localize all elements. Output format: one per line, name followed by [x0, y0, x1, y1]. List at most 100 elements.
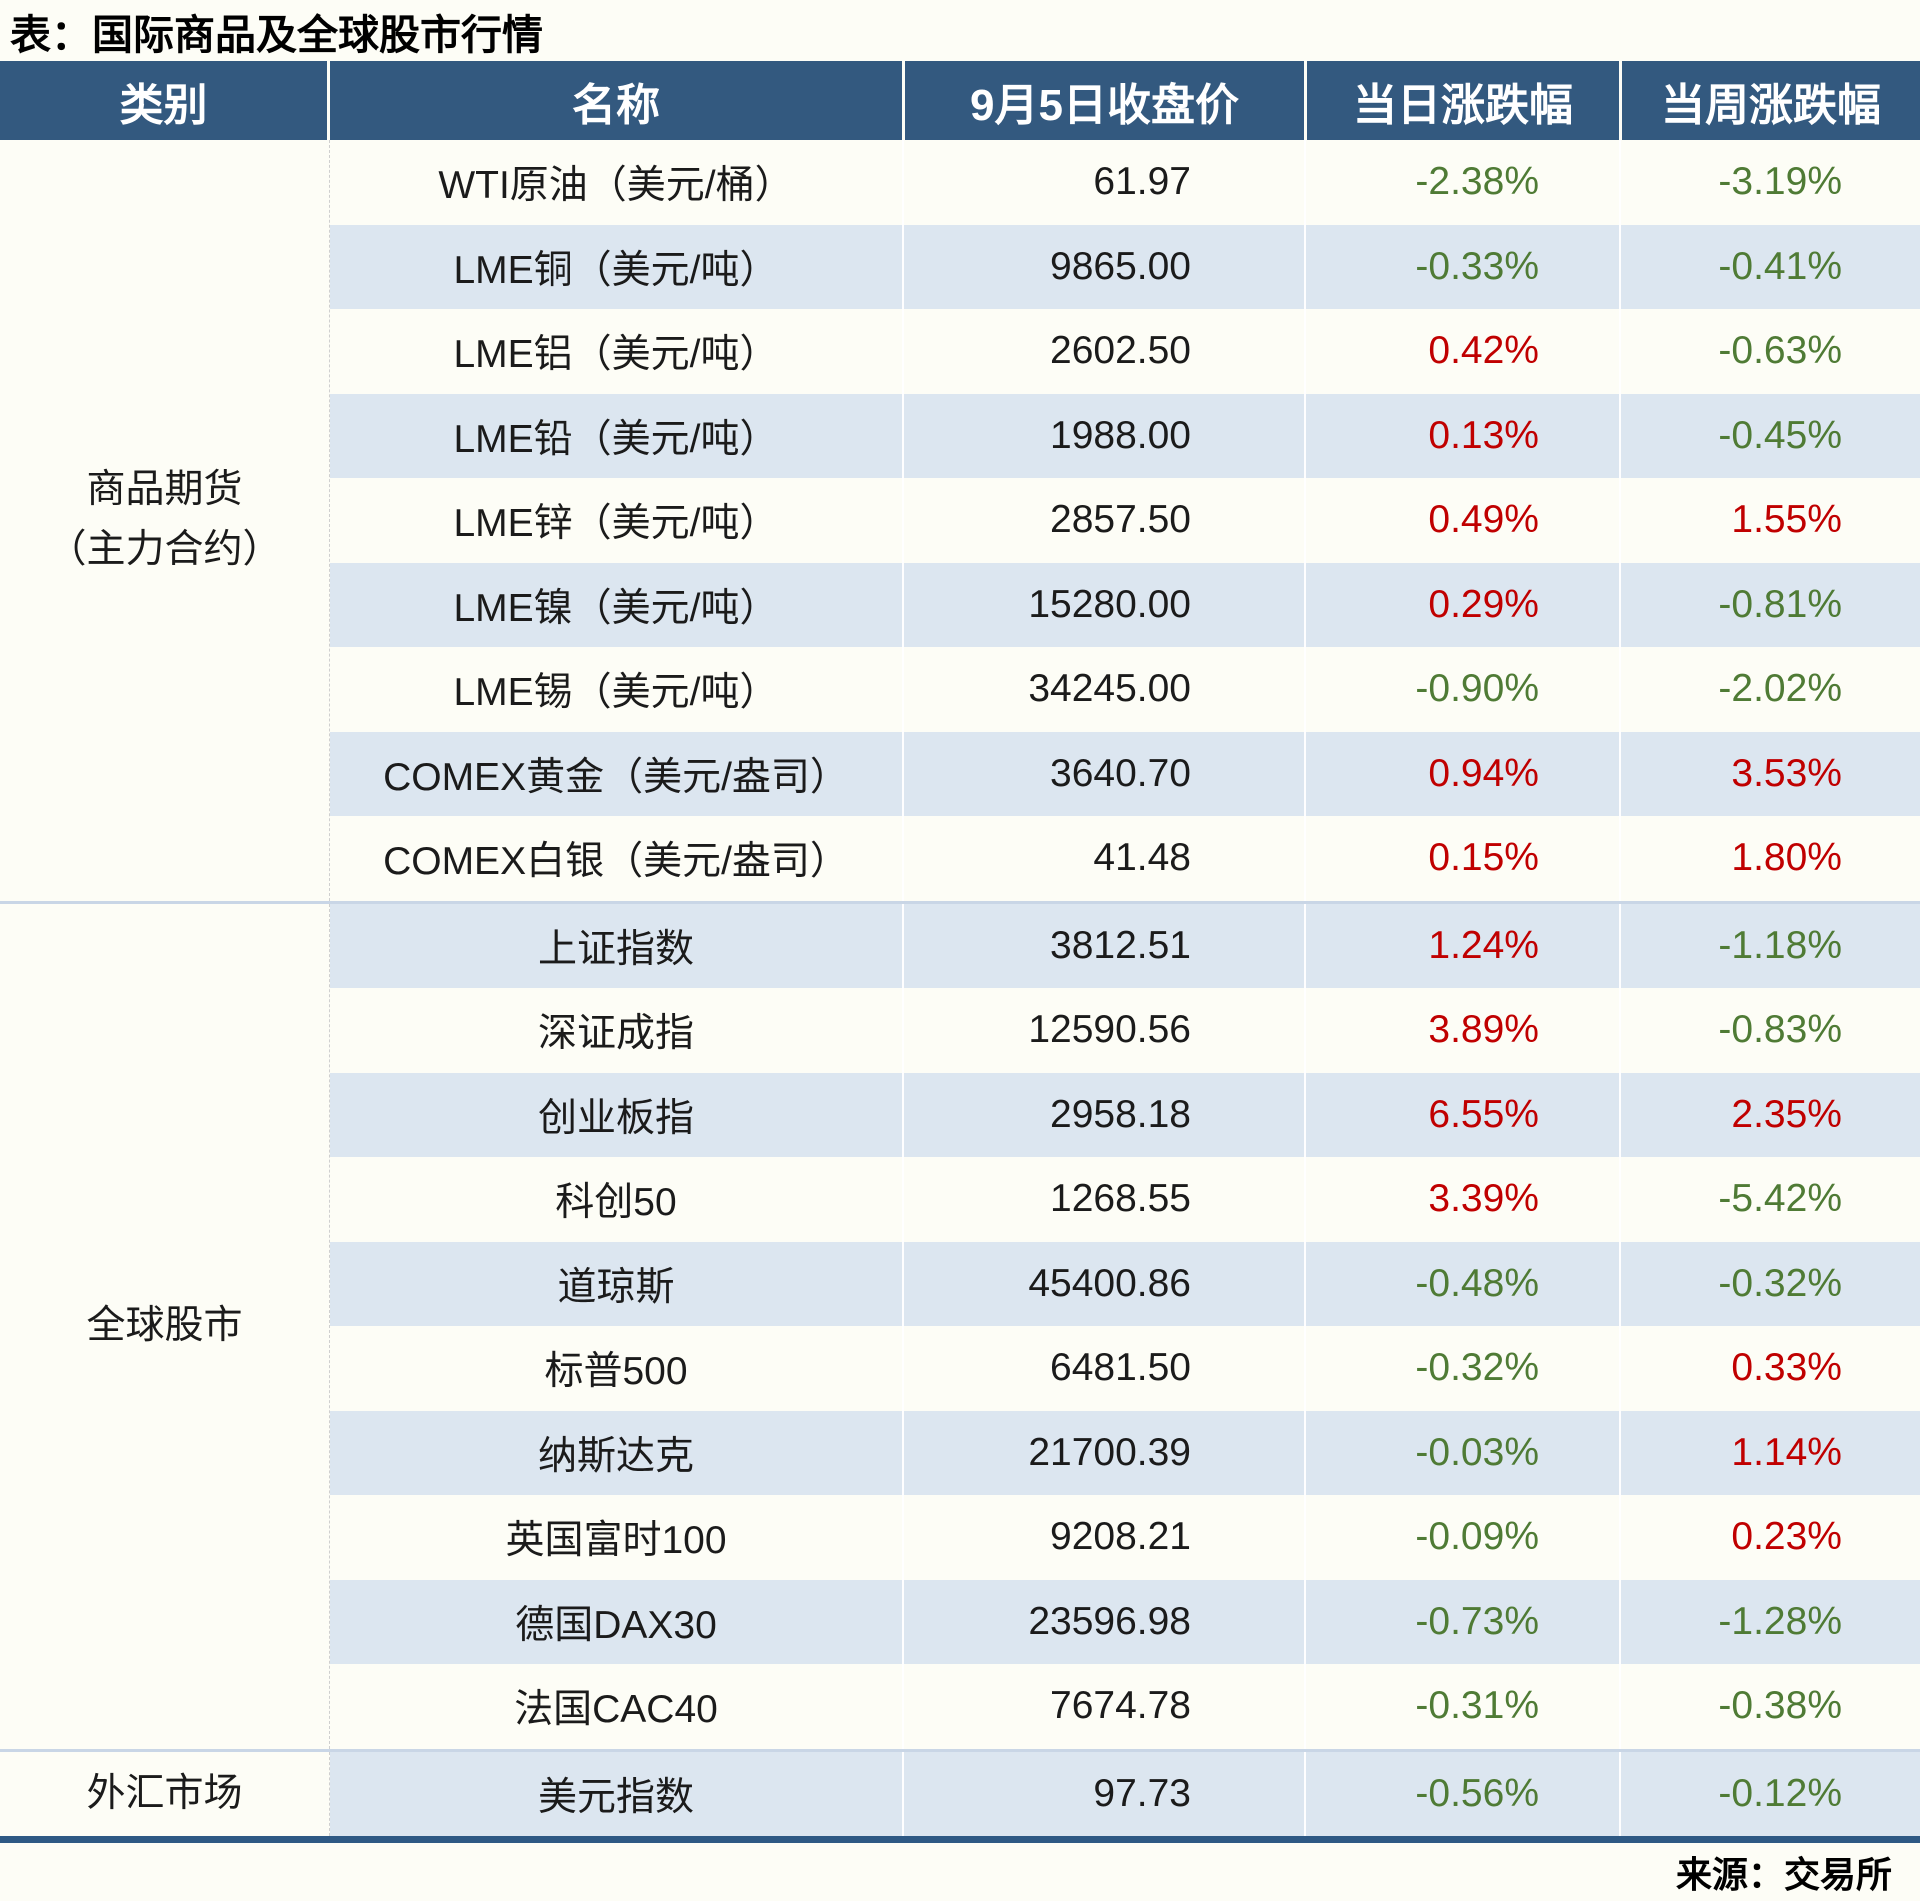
row-week: -0.63% [1718, 329, 1842, 373]
row-name: LME铜（美元/吨） [330, 224, 904, 309]
row-close: 9208.21 [904, 1495, 1306, 1580]
row-close: 1988.00 [904, 393, 1306, 478]
row-week: 2.35% [1731, 1092, 1842, 1136]
row-close: 23596.98 [904, 1579, 1306, 1664]
row-day: -0.32% [1306, 1326, 1621, 1411]
row-week: -0.41% [1718, 244, 1842, 288]
table-row: COMEX黄金（美元/盎司） 3640.70 0.94% 3.53% [330, 731, 1920, 816]
row-day: 0.49% [1306, 478, 1621, 563]
table-row: LME锡（美元/吨） 34245.00 -0.90% -2.02% [330, 647, 1920, 732]
row-day: -0.73% [1306, 1579, 1621, 1664]
row-close: 97.73 [904, 1751, 1306, 1836]
table-body: 商品期货 （主力合约） WTI原油（美元/桶） 61.97 -2.38% -3.19% LM… [0, 140, 1920, 1836]
row-name: 美元指数 [330, 1751, 904, 1836]
row-week: -0.45% [1718, 413, 1842, 457]
table-row: 标普500 6481.50 -0.32% 0.33% [330, 1326, 1920, 1411]
row-week: -0.81% [1718, 582, 1842, 626]
category-label: 全球股市 [86, 1304, 243, 1347]
row-close: 1268.55 [904, 1157, 1306, 1242]
row-week: 1.55% [1731, 498, 1842, 542]
category-cell: 商品期货 （主力合约） [0, 140, 330, 901]
section-rows: 上证指数 3812.51 1.24% -1.18% 深证成指 12590.56 3.89% -… [330, 903, 1920, 1749]
table-section: 外汇市场 美元指数 97.73 -0.56% -0.12% [0, 1748, 1920, 1836]
row-day: 3.89% [1306, 988, 1621, 1073]
row-day: 0.13% [1306, 393, 1621, 478]
row-day: -2.38% [1306, 140, 1621, 225]
table-row: 美元指数 97.73 -0.56% -0.12% [330, 1751, 1920, 1836]
row-week: -0.12% [1718, 1771, 1842, 1815]
row-day: 3.39% [1306, 1157, 1621, 1242]
row-week: -0.83% [1718, 1008, 1842, 1052]
row-week: 0.23% [1731, 1515, 1842, 1559]
row-name: LME锌（美元/吨） [330, 478, 904, 563]
row-day: -0.31% [1306, 1664, 1621, 1749]
row-name: 深证成指 [330, 988, 904, 1073]
table-row: 上证指数 3812.51 1.24% -1.18% [330, 903, 1920, 988]
row-name: 英国富时100 [330, 1495, 904, 1580]
section-rows: 美元指数 97.73 -0.56% -0.12% [330, 1751, 1920, 1836]
row-name: 科创50 [330, 1157, 904, 1242]
row-name: 道琼斯 [330, 1241, 904, 1326]
table-row: LME铝（美元/吨） 2602.50 0.42% -0.63% [330, 309, 1920, 394]
row-week: -5.42% [1718, 1177, 1842, 1221]
table-row: LME镍（美元/吨） 15280.00 0.29% -0.81% [330, 562, 1920, 647]
table-row: 法国CAC40 7674.78 -0.31% -0.38% [330, 1664, 1920, 1749]
table-row: LME铅（美元/吨） 1988.00 0.13% -0.45% [330, 393, 1920, 478]
row-week: -3.19% [1718, 160, 1842, 204]
table-row: 英国富时100 9208.21 -0.09% 0.23% [330, 1495, 1920, 1580]
row-day: -0.90% [1306, 647, 1621, 732]
page-title: 表：国际商品及全球股市行情 [10, 12, 543, 58]
row-day: 0.42% [1306, 309, 1621, 394]
row-week: -2.02% [1718, 667, 1842, 711]
category-cell: 全球股市 [0, 903, 330, 1749]
row-name: LME铅（美元/吨） [330, 393, 904, 478]
row-day: 0.94% [1306, 731, 1621, 816]
source-note: 来源：交易所 [1675, 1854, 1892, 1895]
category-label: 商品期货 [86, 468, 243, 512]
row-close: 3812.51 [904, 903, 1306, 988]
row-day: -0.09% [1306, 1495, 1621, 1580]
row-name: 德国DAX30 [330, 1579, 904, 1664]
table-header-row: 类别 名称 9月5日收盘价 当日涨跌幅 当周涨跌幅 [0, 61, 1920, 140]
row-name: WTI原油（美元/桶） [330, 140, 904, 225]
header-day-change: 当日涨跌幅 [1307, 61, 1622, 140]
header-name: 名称 [330, 61, 905, 140]
row-name: 上证指数 [330, 903, 904, 988]
row-close: 34245.00 [904, 647, 1306, 732]
row-close: 12590.56 [904, 988, 1306, 1073]
section-rows: WTI原油（美元/桶） 61.97 -2.38% -3.19% LME铜（美元/吨） 98… [330, 140, 1920, 901]
table-row: 纳斯达克 21700.39 -0.03% 1.14% [330, 1410, 1920, 1495]
category-label: （主力合约） [47, 528, 282, 572]
row-day: -0.56% [1306, 1751, 1621, 1836]
row-week: 3.53% [1731, 751, 1842, 795]
header-close-price: 9月5日收盘价 [905, 61, 1307, 140]
table-row: 创业板指 2958.18 6.55% 2.35% [330, 1072, 1920, 1157]
table-section: 全球股市 上证指数 3812.51 1.24% -1.18% 深证成指 12590.56 3.… [0, 900, 1920, 1749]
row-name: 标普500 [330, 1326, 904, 1411]
row-name: 创业板指 [330, 1072, 904, 1157]
row-week: -0.32% [1718, 1261, 1842, 1305]
row-close: 9865.00 [904, 224, 1306, 309]
row-day: 0.15% [1306, 816, 1621, 901]
table-row: 深证成指 12590.56 3.89% -0.83% [330, 988, 1920, 1073]
table-row: LME锌（美元/吨） 2857.50 0.49% 1.55% [330, 478, 1920, 563]
row-name: LME镍（美元/吨） [330, 562, 904, 647]
row-close: 7674.78 [904, 1664, 1306, 1749]
header-category: 类别 [0, 61, 330, 140]
table-row: COMEX白银（美元/盎司） 41.48 0.15% 1.80% [330, 816, 1920, 901]
row-name: 法国CAC40 [330, 1664, 904, 1749]
table-row: 科创50 1268.55 3.39% -5.42% [330, 1157, 1920, 1242]
table-bottom-border [0, 1836, 1920, 1843]
row-close: 21700.39 [904, 1410, 1306, 1495]
table-row: WTI原油（美元/桶） 61.97 -2.38% -3.19% [330, 140, 1920, 225]
row-week: -1.28% [1718, 1599, 1842, 1643]
row-close: 2958.18 [904, 1072, 1306, 1157]
table-row: 德国DAX30 23596.98 -0.73% -1.28% [330, 1579, 1920, 1664]
row-week: -0.38% [1718, 1684, 1842, 1728]
row-close: 2602.50 [904, 309, 1306, 394]
row-day: 0.29% [1306, 562, 1621, 647]
row-day: 1.24% [1306, 903, 1621, 988]
row-day: -0.48% [1306, 1241, 1621, 1326]
header-week-change: 当周涨跌幅 [1661, 80, 1881, 130]
row-name: 纳斯达克 [330, 1410, 904, 1495]
